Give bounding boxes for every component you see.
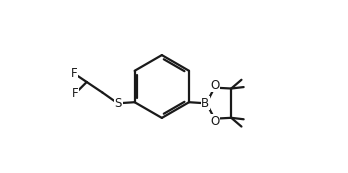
Text: O: O xyxy=(210,79,220,92)
Text: O: O xyxy=(210,115,220,128)
Text: F: F xyxy=(71,67,78,80)
Text: S: S xyxy=(114,97,122,110)
Text: F: F xyxy=(72,87,79,100)
Text: B: B xyxy=(201,97,209,110)
